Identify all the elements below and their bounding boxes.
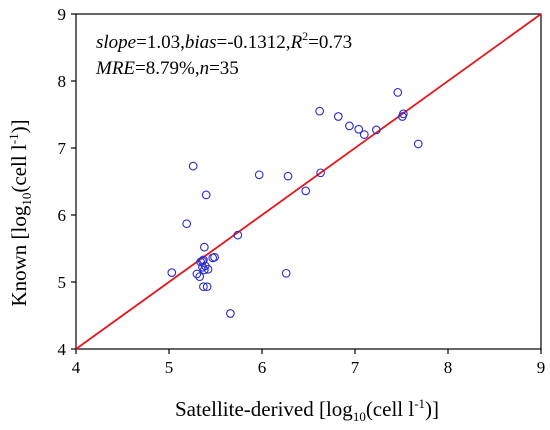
data-point [281, 268, 291, 278]
data-points [167, 88, 423, 318]
data-point [301, 186, 311, 196]
y-axis-title-part: (cell l [7, 144, 31, 193]
data-point [203, 264, 213, 274]
x-axis-title-subscript: 10 [353, 409, 366, 424]
data-point [333, 112, 343, 121]
slope-name: slope [96, 32, 136, 53]
y-axis-ticks: 4 5 6 7 8 9 [58, 5, 76, 359]
data-point [359, 130, 369, 139]
r-squared-name: R [290, 32, 303, 53]
mre-value: =8.79%, [135, 58, 200, 79]
n-value: =35 [209, 58, 239, 79]
y-tick-label: 7 [58, 139, 67, 158]
x-axis-title-superscript: -1 [414, 396, 425, 411]
x-axis-title-part: Satellite-derived [log [175, 397, 353, 421]
r-squared-value: =0.73 [308, 32, 352, 53]
data-point [254, 170, 264, 180]
plot-area: 4 5 6 7 8 9 4 5 6 7 8 9 [58, 5, 546, 377]
data-point [199, 265, 209, 275]
y-tick-label: 4 [58, 340, 67, 359]
y-axis-title: Known [log10(cell l-1)] [6, 119, 34, 306]
data-point [199, 255, 208, 265]
data-point [345, 121, 354, 131]
y-axis-title-part: )] [7, 119, 31, 133]
fit-line [75, 13, 542, 350]
y-axis-title-subscript: 10 [19, 193, 34, 206]
x-tick-label: 8 [444, 358, 453, 377]
data-point [315, 106, 325, 116]
data-point [226, 309, 235, 318]
r-squared-sup: 2 [302, 29, 308, 43]
y-tick-label: 6 [58, 206, 67, 225]
y-tick-label: 9 [58, 5, 67, 24]
bias-value: =-0.1312, [217, 32, 291, 53]
data-point [195, 272, 205, 281]
data-point [182, 219, 192, 229]
data-point [413, 139, 423, 149]
data-point [192, 269, 202, 279]
data-point [188, 161, 198, 171]
y-tick-label: 5 [58, 273, 67, 292]
data-point [202, 282, 212, 292]
data-point [316, 168, 325, 178]
y-axis-title-superscript: -1 [6, 133, 21, 144]
data-point [199, 242, 209, 252]
data-point [399, 109, 408, 119]
data-point [210, 252, 219, 262]
x-axis-title-part: (cell l [366, 397, 415, 421]
x-tick-label: 4 [72, 358, 81, 377]
x-tick-label: 5 [165, 358, 174, 377]
data-point [233, 230, 243, 240]
x-axis-ticks: 4 5 6 7 8 9 [72, 349, 546, 377]
data-point [201, 190, 211, 200]
y-tick-label: 8 [58, 72, 67, 91]
stats-annotation-line2: MRE=8.79%,n=35 [95, 58, 239, 79]
data-point [198, 256, 207, 266]
bias-name: bias [185, 32, 217, 53]
data-point [283, 171, 293, 181]
data-point [167, 268, 177, 277]
mre-name: MRE [95, 58, 135, 79]
n-name: n [200, 58, 210, 79]
slope-value: =1.03, [136, 32, 185, 53]
data-point [354, 124, 364, 134]
data-point [372, 125, 381, 135]
data-point [199, 282, 208, 292]
x-tick-label: 6 [258, 358, 267, 377]
stats-annotation-line1: slope=1.03,bias=-0.1312,R2=0.73 [96, 29, 352, 53]
plot-frame [75, 13, 542, 350]
data-point [393, 88, 403, 97]
x-tick-label: 7 [351, 358, 360, 377]
y-axis-title-part: Known [log [7, 205, 31, 306]
x-axis-title-part: )] [425, 397, 439, 421]
x-tick-label: 9 [537, 358, 546, 377]
x-axis-title: Satellite-derived [log10(cell l-1)] [175, 396, 439, 424]
